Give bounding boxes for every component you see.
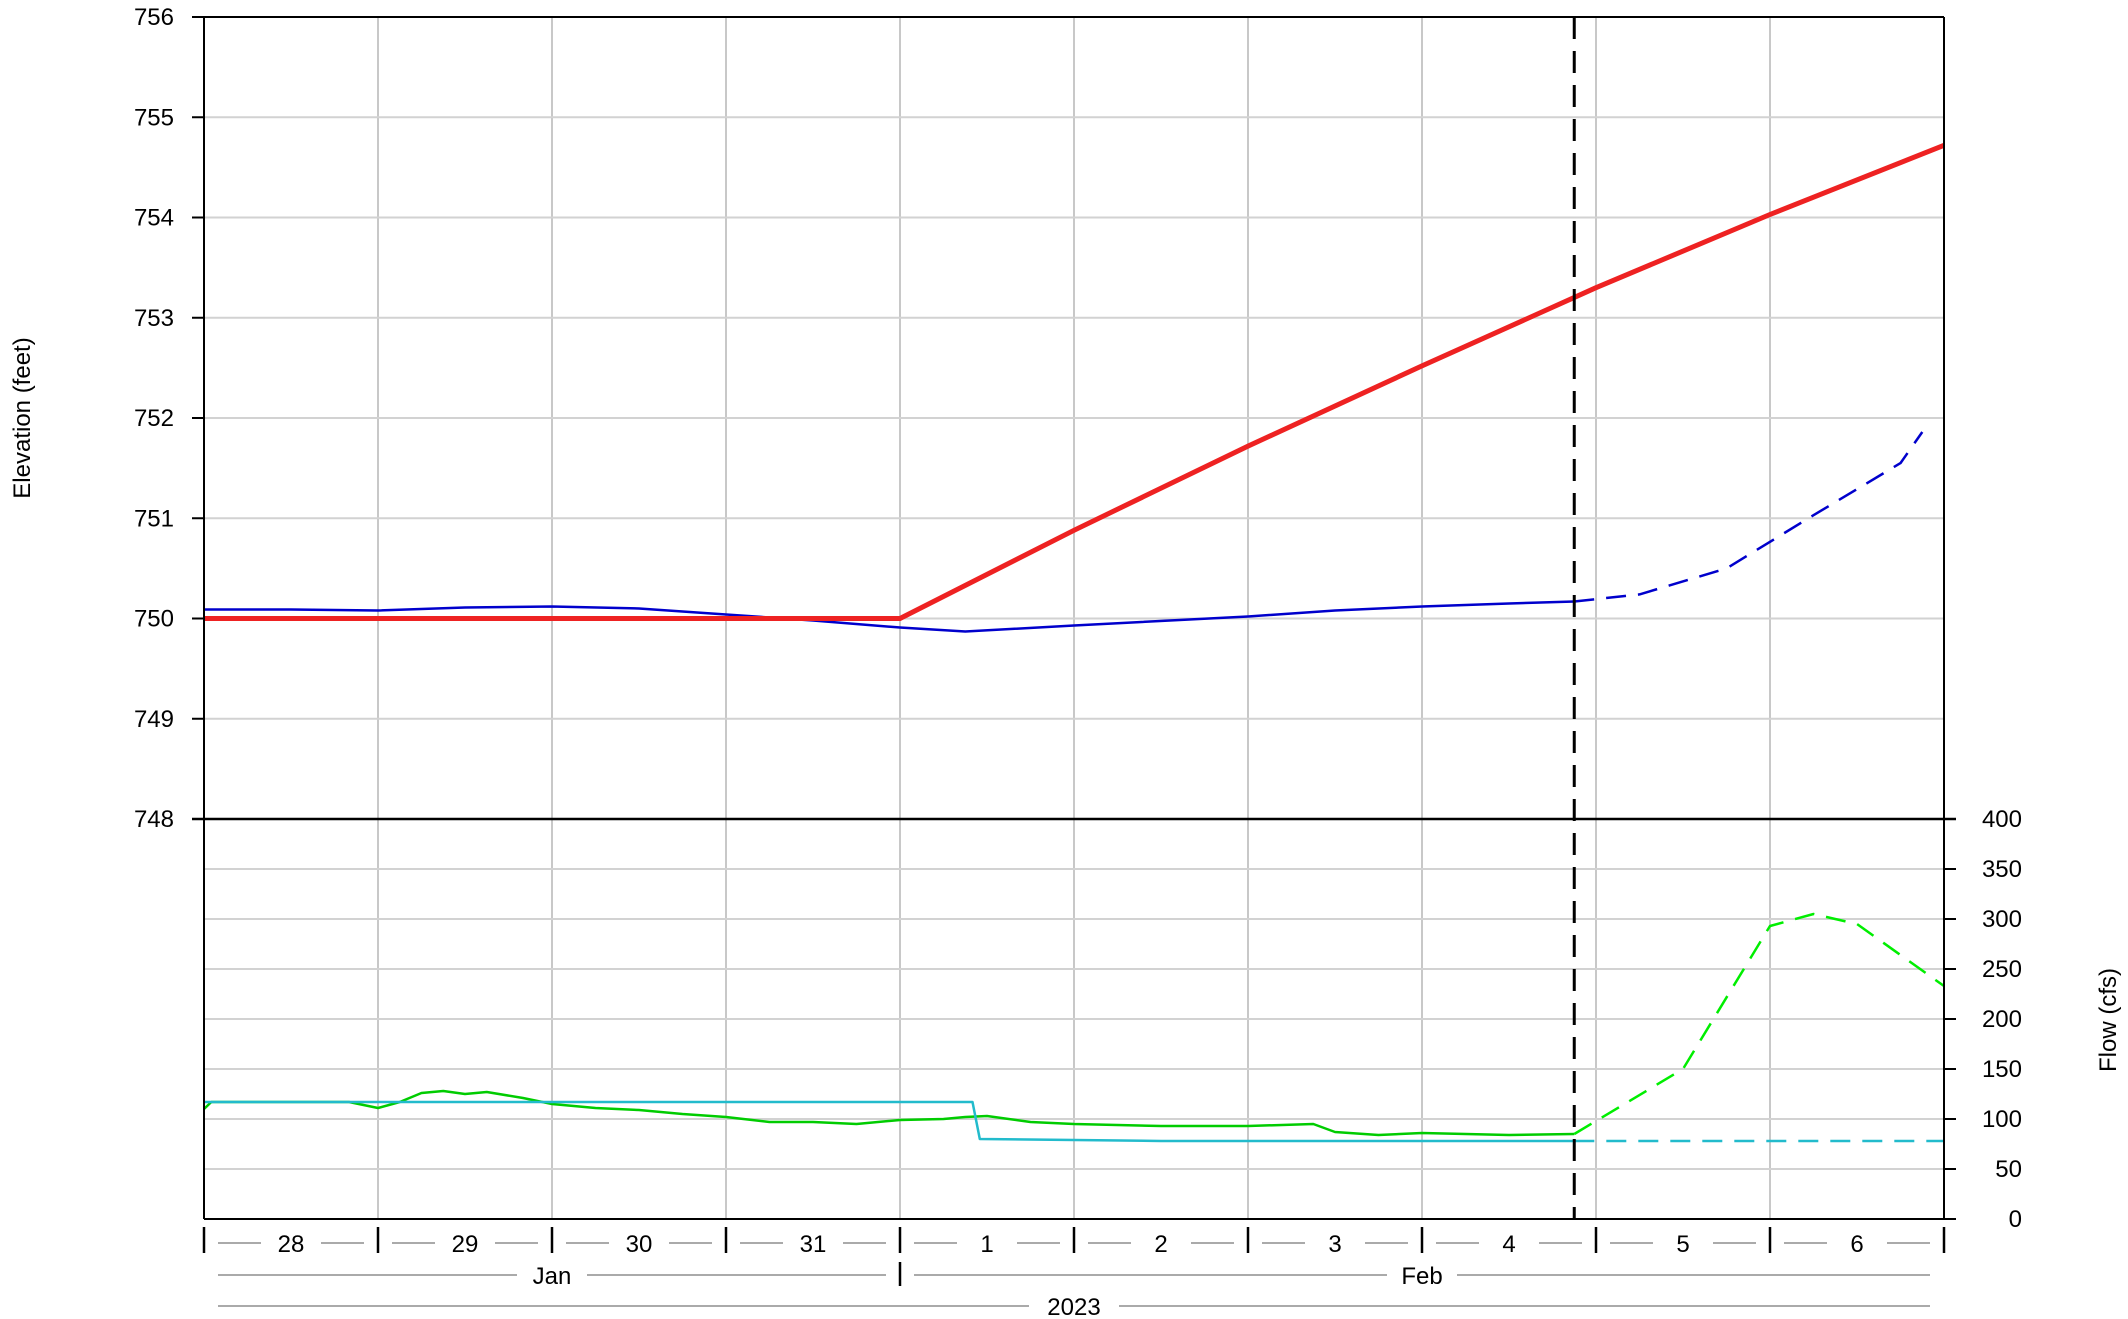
label-layer: 748 749 750 751 752 753 754 755 756 0 50 100 150 200 2… (134, 4, 2022, 1319)
flow-tick-label: 400 (1982, 806, 2022, 833)
series-layer (203, 142, 1945, 1143)
day-tick-label: 30 (626, 1231, 653, 1258)
elevation-tick-label: 750 (134, 606, 174, 633)
flow-series-1-line (1573, 912, 1945, 1136)
elevation-series-0-line (204, 600, 1575, 633)
flow-tick-label: 350 (1982, 856, 2022, 883)
elevation-tick-label: 751 (134, 505, 174, 532)
day-tick-label: 28 (278, 1231, 305, 1258)
elevation-tick-label: 755 (134, 104, 174, 131)
elevation-tick-label: 756 (134, 4, 174, 31)
flow-tick-label: 200 (1982, 1006, 2022, 1033)
elevation-tick-label: 753 (134, 305, 174, 332)
day-tick-label: 2 (1154, 1231, 1167, 1258)
elevation-tick-label: 748 (134, 806, 174, 833)
day-tick-label: 6 (1850, 1231, 1863, 1258)
flow-series-0-line (203, 1089, 1575, 1137)
elevation-tick-label: 754 (134, 205, 174, 232)
flow-series-2-line (204, 1100, 1575, 1143)
day-tick-label: 5 (1676, 1231, 1689, 1258)
elevation-tick-label: 749 (134, 706, 174, 733)
flow-axis-title: Flow (cfs) (2095, 968, 2122, 1072)
frame-layer (192, 16, 1956, 1307)
flow-tick-label: 150 (1982, 1056, 2022, 1083)
flow-tick-label: 100 (1982, 1106, 2022, 1133)
day-tick-label: 29 (452, 1231, 479, 1258)
elevation-axis-title: Elevation (feet) (9, 337, 36, 498)
flow-tick-label: 50 (1995, 1156, 2022, 1183)
flow-tick-label: 250 (1982, 956, 2022, 983)
month-label-jan: Jan (533, 1263, 572, 1290)
flow-tick-label: 0 (2009, 1206, 2022, 1233)
day-tick-label: 3 (1328, 1231, 1341, 1258)
day-tick-label: 4 (1502, 1231, 1515, 1258)
month-label-feb: Feb (1401, 1263, 1442, 1290)
flow-tick-label: 300 (1982, 906, 2022, 933)
elevation-series-1-line (1574, 431, 1924, 603)
day-tick-label: 31 (800, 1231, 827, 1258)
elevation-tick-label: 752 (134, 405, 174, 432)
elevation-series-2-line (204, 142, 1945, 621)
day-tick-label: 1 (980, 1231, 993, 1258)
year-label: 2023 (1047, 1294, 1100, 1319)
